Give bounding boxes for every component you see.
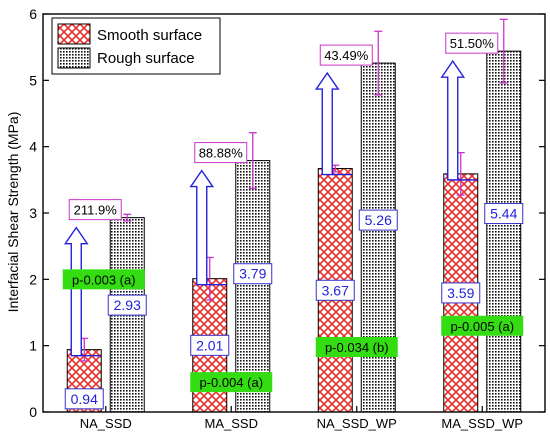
bar-rough [235, 160, 271, 413]
svg-text:p-0.034 (b): p-0.034 (b) [325, 340, 389, 355]
y-axis-title: Interfacial Shear Strength (MPa) [5, 112, 21, 313]
y-tick-label: 2 [29, 271, 37, 287]
error-bar-rough [248, 132, 257, 190]
x-tick-label: MA_SSD [205, 416, 258, 431]
y-tick-label: 1 [29, 338, 37, 354]
legend-swatch-rough [57, 47, 91, 69]
value-label-rough: 5.26 [358, 209, 398, 231]
x-tick-label: NA_SSD [80, 416, 132, 431]
y-tick-label: 6 [29, 6, 37, 22]
increase-label: 88.88% [194, 142, 248, 164]
increase-arrow [314, 71, 353, 176]
svg-text:5.26: 5.26 [365, 212, 392, 228]
x-tick-label: MA_SSD_WP [441, 416, 523, 431]
increase-label: 211.9% [68, 199, 122, 221]
value-label-rough: 2.93 [107, 294, 147, 316]
y-tick-label: 3 [29, 205, 37, 221]
svg-text:0.94: 0.94 [71, 391, 98, 407]
x-tick-label: NA_SSD_WP [317, 416, 397, 431]
p-value-badge: p-0.034 (b) [315, 336, 398, 357]
p-value-badge: p-0.005 (a) [441, 315, 524, 336]
error-bar-rough [123, 213, 132, 222]
value-label-smooth: 0.94 [64, 388, 104, 410]
svg-text:3.79: 3.79 [239, 266, 266, 282]
p-value-badge: p-0.004 (a) [190, 372, 273, 393]
svg-text:43.49%: 43.49% [324, 48, 369, 63]
y-tick-label: 5 [29, 72, 37, 88]
p-value-badge: p-0.003 (a) [62, 269, 145, 290]
value-label-smooth: 2.01 [190, 334, 230, 356]
svg-text:88.88%: 88.88% [199, 146, 244, 161]
svg-text:2.93: 2.93 [114, 297, 141, 313]
value-label-rough: 3.79 [233, 263, 273, 285]
increase-arrow [189, 169, 227, 286]
svg-text:211.9%: 211.9% [74, 203, 118, 218]
svg-text:2.01: 2.01 [196, 337, 223, 353]
svg-text:51.50%: 51.50% [450, 36, 495, 51]
value-label-smooth: 3.59 [441, 282, 481, 304]
y-tick-label: 0 [29, 404, 37, 420]
value-label-rough: 5.44 [484, 203, 524, 225]
increase-label: 43.49% [319, 44, 373, 66]
error-bar-rough [374, 30, 383, 96]
legend-label-smooth: Smooth surface [97, 27, 202, 44]
overlay-layer: 0.94 2.93 211.9% p-0.003 (a) 2.01 3.79 88.88% p… [62, 18, 524, 410]
increase-arrow [63, 226, 102, 357]
increase-label: 51.50% [445, 32, 499, 54]
y-tick-label: 4 [29, 139, 37, 155]
legend-label-rough: Rough surface [97, 50, 195, 67]
svg-text:3.59: 3.59 [447, 285, 474, 301]
svg-text:p-0.003 (a): p-0.003 (a) [72, 272, 136, 287]
svg-text:5.44: 5.44 [490, 206, 517, 222]
bar-rough [360, 62, 396, 413]
axes-layer: 0 1 2 3 4 5 6 NA_SSD MA_SSD NA_SSD_WP MA_SSD_WP [29, 6, 546, 431]
error-bar-rough [499, 18, 508, 84]
value-label-smooth: 3.67 [315, 279, 355, 301]
svg-text:p-0.004 (a): p-0.004 (a) [199, 375, 263, 390]
svg-text:3.67: 3.67 [322, 282, 349, 298]
bar-rough [486, 50, 522, 413]
increase-arrow [440, 59, 478, 181]
svg-text:p-0.005 (a): p-0.005 (a) [450, 319, 514, 334]
legend: Smooth surface Rough surface [51, 17, 221, 75]
legend-swatch-smooth [57, 23, 91, 45]
